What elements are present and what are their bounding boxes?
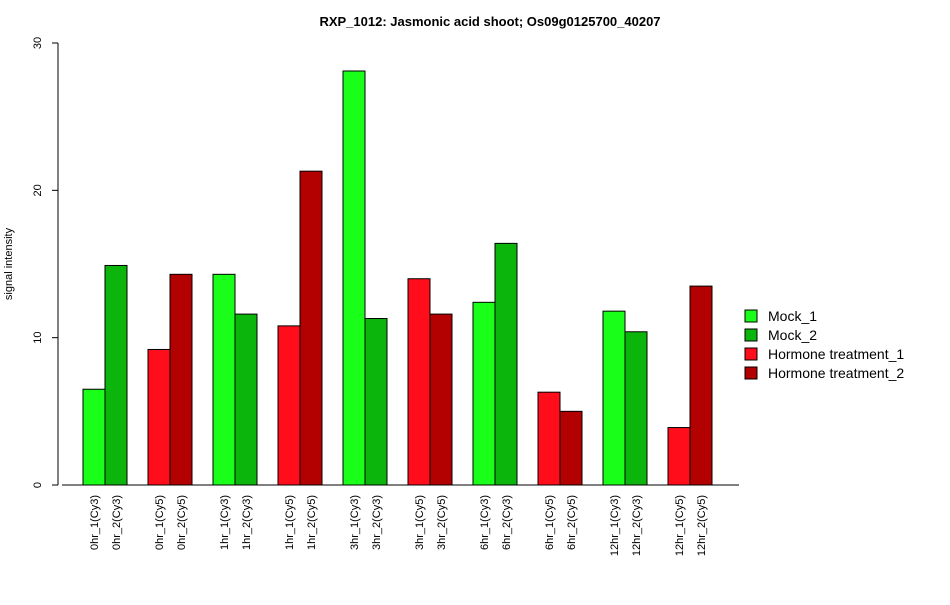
legend: Mock_1 Mock_2 Hormone treatment_1 Hormone t… (744, 308, 904, 381)
bar (537, 391, 561, 486)
bar (234, 313, 258, 486)
bar (667, 427, 691, 486)
y-axis: 0 10 20 30 (32, 37, 59, 488)
bar (212, 273, 236, 486)
x-tick-label: 3hr_1(Cy3) (349, 495, 361, 550)
legend-label: Mock_2 (768, 327, 817, 343)
legend-swatch (744, 309, 758, 323)
bar (364, 318, 388, 486)
bar (624, 331, 648, 486)
x-tick-label: 0hr_2(Cy3) (111, 495, 123, 550)
bar (689, 285, 713, 486)
bar (559, 410, 583, 486)
x-tick-label: 12hr_1(Cy3) (609, 495, 621, 556)
legend-label: Hormone treatment_1 (768, 346, 904, 362)
x-tick-label: 0hr_2(Cy5) (176, 495, 188, 550)
legend-swatch (744, 328, 758, 342)
y-tick-label: 0 (32, 482, 44, 488)
bar (169, 273, 193, 486)
y-tick-label: 20 (32, 184, 44, 196)
x-tick-label: 12hr_2(Cy3) (631, 495, 643, 556)
x-tick-label: 6hr_2(Cy3) (501, 495, 513, 550)
x-tick-label: 0hr_1(Cy3) (89, 495, 101, 550)
legend-label: Hormone treatment_2 (768, 365, 904, 381)
bar (82, 388, 106, 486)
bar (407, 278, 431, 486)
x-tick-label: 6hr_2(Cy5) (566, 495, 578, 550)
x-tick-label: 1hr_1(Cy5) (284, 495, 296, 550)
chart-title: RXP_1012: Jasmonic acid shoot; Os09g0125… (319, 14, 660, 29)
bar (429, 313, 453, 486)
bar (147, 348, 171, 486)
bar (299, 170, 323, 486)
y-tick-label: 30 (32, 37, 44, 49)
x-tick-label: 3hr_1(Cy5) (414, 495, 426, 550)
x-tick-label: 1hr_1(Cy3) (219, 495, 231, 550)
y-axis-label: signal intensity (3, 227, 15, 300)
bars-group (82, 70, 713, 486)
legend-swatch (744, 366, 758, 380)
legend-swatch (744, 347, 758, 361)
x-tick-label: 3hr_2(Cy5) (436, 495, 448, 550)
x-tick-label: 6hr_1(Cy5) (544, 495, 556, 550)
x-tick-label: 3hr_2(Cy3) (371, 495, 383, 550)
bar (277, 325, 301, 486)
x-tick-label: 1hr_2(Cy3) (241, 495, 253, 550)
legend-label: Mock_1 (768, 308, 817, 324)
x-tick-label: 0hr_1(Cy5) (154, 495, 166, 550)
bar (602, 310, 626, 486)
x-tick-labels: 0hr_1(Cy3) 0hr_2(Cy3) 0hr_1(Cy5) 0hr_2(Cy5)… (89, 495, 708, 556)
bar (472, 301, 496, 486)
x-tick-label: 12hr_2(Cy5) (696, 495, 708, 556)
x-tick-label: 1hr_2(Cy5) (306, 495, 318, 550)
bar (494, 242, 518, 486)
x-tick-label: 12hr_1(Cy5) (674, 495, 686, 556)
bar (104, 264, 128, 486)
y-tick-label: 10 (32, 332, 44, 344)
bar (342, 70, 366, 486)
x-tick-label: 6hr_1(Cy3) (479, 495, 491, 550)
